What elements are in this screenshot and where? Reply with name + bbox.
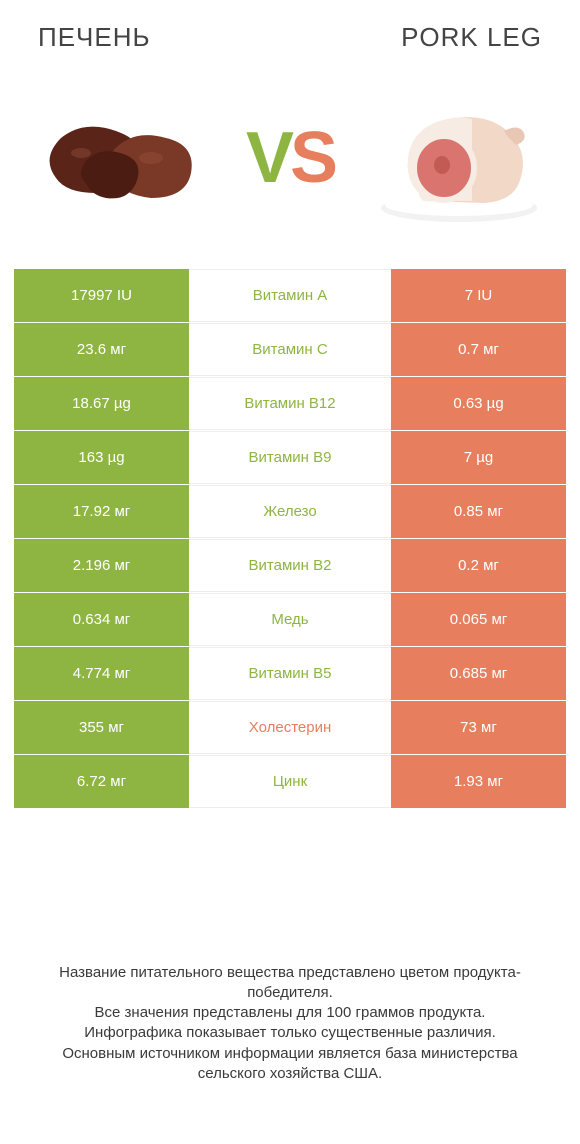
nutrient-label-cell: Витамин A bbox=[189, 269, 391, 322]
table-row: 17.92 мгЖелезо0.85 мг bbox=[14, 485, 566, 539]
table-row: 355 мгХолестерин73 мг bbox=[14, 701, 566, 755]
table-row: 18.67 µgВитамин B120.63 µg bbox=[14, 377, 566, 431]
left-value-cell: 6.72 мг bbox=[14, 755, 189, 808]
right-value-cell: 0.2 мг bbox=[391, 539, 566, 592]
table-row: 23.6 мгВитамин C0.7 мг bbox=[14, 323, 566, 377]
right-value-cell: 0.85 мг bbox=[391, 485, 566, 538]
left-value-cell: 0.634 мг bbox=[14, 593, 189, 646]
nutrient-label-cell: Холестерин bbox=[189, 701, 391, 754]
left-value-cell: 4.774 мг bbox=[14, 647, 189, 700]
vs-label: VS bbox=[246, 122, 334, 194]
nutrient-label-cell: Витамин C bbox=[189, 323, 391, 376]
nutrient-label-cell: Витамин B12 bbox=[189, 377, 391, 430]
left-value-cell: 2.196 мг bbox=[14, 539, 189, 592]
nutrient-label-cell: Медь bbox=[189, 593, 391, 646]
footer-line: Инфографика показывает только существенн… bbox=[28, 1023, 552, 1043]
footer-notes: Название питательного вещества представл… bbox=[0, 929, 580, 1144]
title-row: ПЕЧЕНЬ PORK LEG bbox=[0, 0, 580, 59]
table-row: 163 µgВитамин B97 µg bbox=[14, 431, 566, 485]
right-value-cell: 0.065 мг bbox=[391, 593, 566, 646]
footer-line: Название питательного вещества представл… bbox=[28, 963, 552, 1004]
vs-s: S bbox=[290, 122, 334, 194]
nutrient-label-cell: Цинк bbox=[189, 755, 391, 808]
nutrient-label-cell: Витамин B5 bbox=[189, 647, 391, 700]
right-value-cell: 0.63 µg bbox=[391, 377, 566, 430]
table-row: 6.72 мгЦинк1.93 мг bbox=[14, 755, 566, 809]
right-value-cell: 1.93 мг bbox=[391, 755, 566, 808]
left-value-cell: 18.67 µg bbox=[14, 377, 189, 430]
left-product-title: ПЕЧЕНЬ bbox=[38, 22, 151, 53]
right-value-cell: 7 µg bbox=[391, 431, 566, 484]
right-value-cell: 0.7 мг bbox=[391, 323, 566, 376]
left-value-cell: 17.92 мг bbox=[14, 485, 189, 538]
right-value-cell: 73 мг bbox=[391, 701, 566, 754]
nutrient-label-cell: Витамин B9 bbox=[189, 431, 391, 484]
right-value-cell: 7 IU bbox=[391, 269, 566, 322]
nutrient-label-cell: Железо bbox=[189, 485, 391, 538]
right-product-title: PORK LEG bbox=[401, 22, 542, 53]
left-product-image bbox=[26, 83, 216, 233]
pork-leg-icon bbox=[364, 83, 554, 233]
nutrient-table: 17997 IUВитамин A7 IU23.6 мгВитамин C0.7… bbox=[0, 269, 580, 809]
left-value-cell: 355 мг bbox=[14, 701, 189, 754]
table-row: 0.634 мгМедь0.065 мг bbox=[14, 593, 566, 647]
table-row: 4.774 мгВитамин B50.685 мг bbox=[14, 647, 566, 701]
footer-line: Все значения представлены для 100 граммо… bbox=[28, 1003, 552, 1023]
right-value-cell: 0.685 мг bbox=[391, 647, 566, 700]
liver-icon bbox=[26, 83, 216, 233]
right-product-image bbox=[364, 83, 554, 233]
nutrient-label-cell: Витамин B2 bbox=[189, 539, 391, 592]
left-value-cell: 23.6 мг bbox=[14, 323, 189, 376]
vs-v: V bbox=[246, 122, 290, 194]
hero-row: VS bbox=[0, 59, 580, 269]
table-row: 2.196 мгВитамин B20.2 мг bbox=[14, 539, 566, 593]
table-row: 17997 IUВитамин A7 IU bbox=[14, 269, 566, 323]
left-value-cell: 163 µg bbox=[14, 431, 189, 484]
footer-line: Основным источником информации является … bbox=[28, 1044, 552, 1085]
left-value-cell: 17997 IU bbox=[14, 269, 189, 322]
